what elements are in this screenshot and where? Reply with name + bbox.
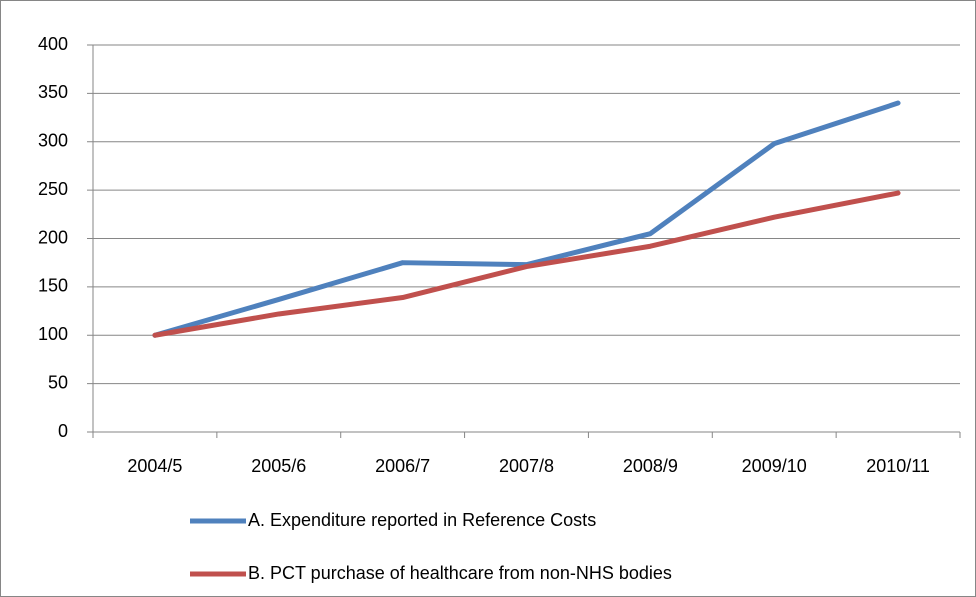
y-tick-label: 150 (38, 276, 68, 296)
x-tick-label: 2007/8 (499, 456, 554, 476)
y-tick-label: 0 (58, 421, 68, 441)
series-line (152, 190, 901, 338)
x-tick-label: 2006/7 (375, 456, 430, 476)
x-tick-label: 2004/5 (127, 456, 182, 476)
x-tick-label: 2008/9 (623, 456, 678, 476)
legend-label: B. PCT purchase of healthcare from non-N… (248, 563, 672, 583)
y-tick-label: 350 (38, 82, 68, 102)
y-tick-label: 400 (38, 34, 68, 54)
x-tick-label: 2010/11 (866, 456, 930, 476)
y-tick-label: 50 (48, 372, 68, 392)
legend-label: A. Expenditure reported in Reference Cos… (248, 510, 596, 530)
y-tick-label: 200 (38, 227, 68, 247)
x-tick-label: 2009/10 (742, 456, 807, 476)
y-tick-label: 300 (38, 131, 68, 151)
x-tick-label: 2005/6 (251, 456, 306, 476)
y-tick-label: 100 (38, 324, 68, 344)
y-tick-label: 250 (38, 179, 68, 199)
